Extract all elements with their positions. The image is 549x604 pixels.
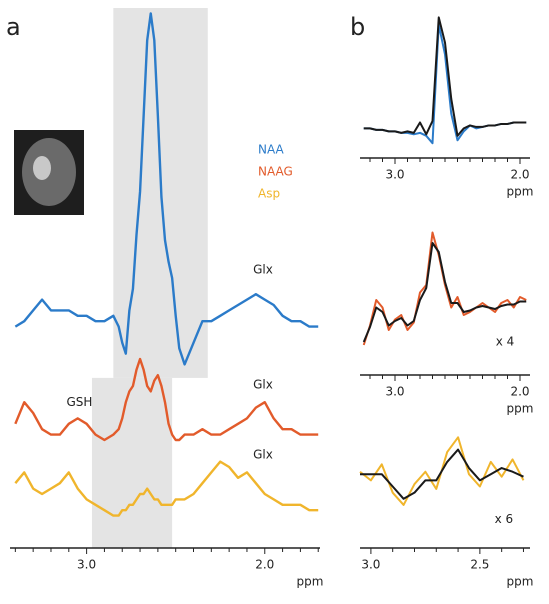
x-axis-label: ppm xyxy=(507,575,534,589)
spectrum-line xyxy=(362,231,527,346)
x-tick-label: 2.5 xyxy=(470,558,489,572)
spectrum-line xyxy=(360,448,524,500)
shaded-region xyxy=(91,377,173,548)
x-tick-label: 3.0 xyxy=(77,558,96,572)
brain-lesion xyxy=(33,156,51,180)
annotation: Glx xyxy=(253,377,273,391)
x-tick-label: 2.0 xyxy=(510,385,529,399)
legend-entry: NAAG xyxy=(258,165,293,179)
x-axis-label: ppm xyxy=(507,185,534,199)
annotation: Glx xyxy=(253,448,273,462)
x-axis-label: ppm xyxy=(297,575,324,589)
panel-label: a xyxy=(6,13,21,41)
panel-label: b xyxy=(350,13,365,41)
annotation: x 4 xyxy=(496,335,515,349)
x-tick-label: 3.0 xyxy=(385,168,404,182)
annotation: x 6 xyxy=(495,512,514,526)
legend-entry: Asp xyxy=(258,187,280,201)
spectrum-line xyxy=(14,12,319,366)
legend-entry: NAA xyxy=(258,143,285,157)
x-tick-label: 2.0 xyxy=(510,168,529,182)
annotation: Glx xyxy=(253,262,273,276)
spectrum-line xyxy=(362,242,527,343)
x-tick-label: 2.0 xyxy=(255,558,274,572)
spectrum-line xyxy=(14,357,319,442)
x-tick-label: 3.0 xyxy=(361,558,380,572)
mri-inset xyxy=(14,130,84,215)
x-tick-label: 3.0 xyxy=(385,385,404,399)
annotation: GSH xyxy=(67,395,93,409)
spectrum-line xyxy=(363,16,527,137)
x-axis-label: ppm xyxy=(507,402,534,416)
spectrum-line xyxy=(14,460,319,517)
